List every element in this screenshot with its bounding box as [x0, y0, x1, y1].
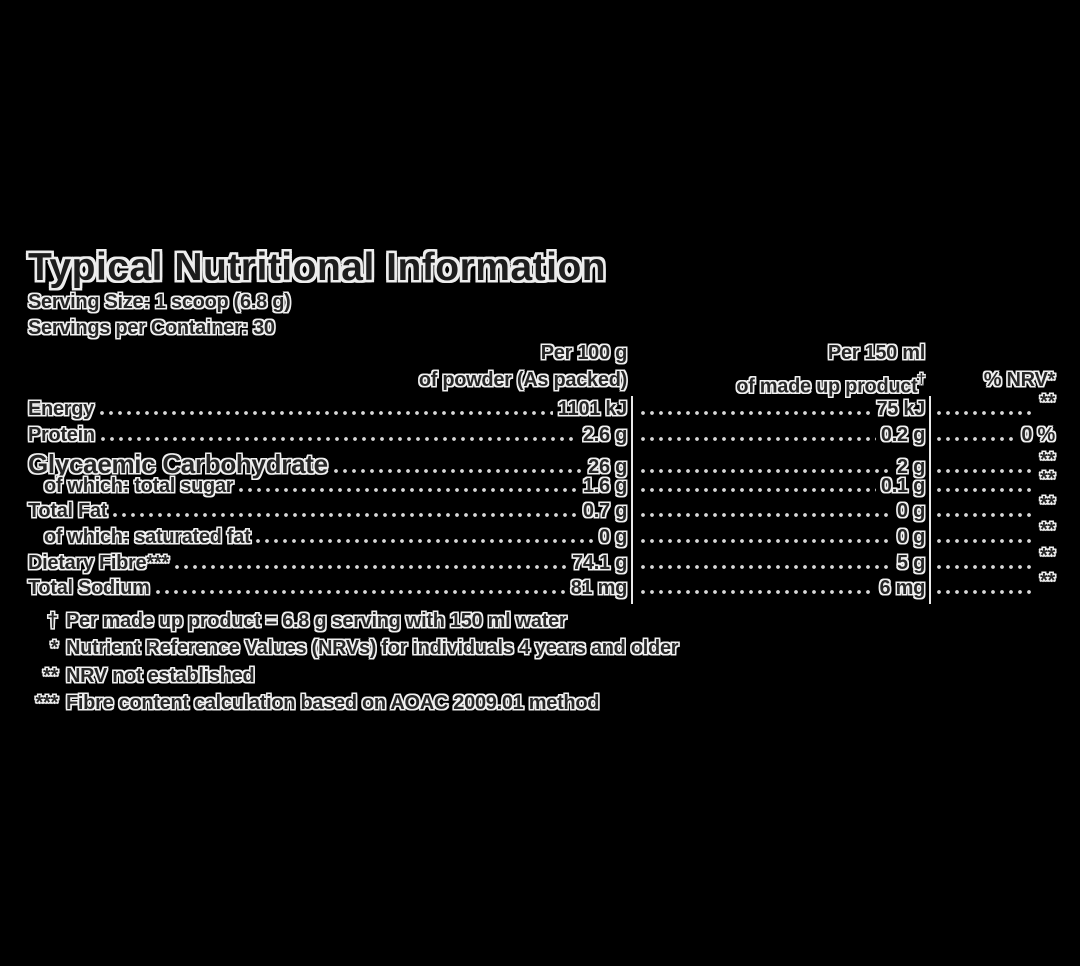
per100-value: 2.6 g: [582, 423, 627, 446]
table-row: of which: total sugar 1.6 g 0.1 g **: [28, 468, 1055, 501]
table-body: Energy 1101 kJ 75 kJ ** Protein 2.6 g 0.2 …: [28, 391, 1055, 603]
header-per-100g-line1: Per 100 g: [540, 342, 628, 364]
per150-value: 5 g: [897, 551, 925, 574]
table-row: Protein 2.6 g 0.2 g 0 %: [28, 424, 1055, 450]
nrv-value: **: [1040, 518, 1055, 541]
table-row: of which: saturated fat 0 g 0 g **: [28, 519, 1055, 552]
dot-leader: [937, 469, 1036, 474]
footnote: ** NRV not established: [24, 663, 678, 690]
dot-leader: [641, 487, 876, 492]
nrv-value: **: [1040, 493, 1055, 516]
dot-leader: [333, 469, 584, 474]
nutrient-label: Energy: [28, 398, 95, 420]
dot-leader: [113, 513, 578, 518]
per150-value: 0.2 g: [880, 423, 925, 446]
per150-value: 75 kJ: [876, 398, 925, 420]
per100-value: 74.1 g: [572, 551, 627, 574]
dot-leader: [155, 590, 566, 595]
per100-value: 1.6 g: [582, 474, 627, 497]
serving-size: Serving Size: 1 scoop (6.8 g): [28, 291, 291, 313]
per100-value: 81 mg: [570, 577, 628, 600]
dot-leader: [641, 411, 872, 415]
dot-leader: [641, 538, 892, 543]
per100-value: 26 g: [588, 456, 627, 479]
nutrient-label: Total Fat: [28, 500, 108, 523]
header-per-150ml-line2: of made up product†: [736, 370, 926, 398]
dot-leader: [641, 564, 892, 569]
per150-value: 6 mg: [879, 577, 926, 600]
header-per-150ml: Per 150 ml of made up product†: [627, 340, 925, 401]
header-nrv: % NRV*: [925, 340, 1056, 401]
footnote-marker: *: [50, 637, 59, 660]
footnotes: † Per made up product = 6.8 g serving wi…: [24, 608, 679, 718]
nutrient-label: Dietary Fibre***: [28, 551, 169, 574]
footnote-marker: **: [43, 664, 58, 687]
nrv-value: **: [1040, 467, 1055, 490]
table-row: Total Fat 0.7 g 0 g **: [28, 493, 1055, 526]
per150-value: 2 g: [897, 456, 925, 479]
table-row: Energy 1101 kJ 75 kJ **: [28, 391, 1055, 424]
table-header: Per 100 g of powder (As packed) Per 150 …: [28, 340, 1055, 401]
nrv-value: **: [1040, 391, 1055, 413]
footnote: † Per made up product = 6.8 g serving wi…: [24, 608, 678, 635]
servings-per-container: Servings per Container: 30: [28, 317, 275, 339]
page-title: Typical Nutritional Information: [28, 246, 607, 289]
footnote: *** Fibre content calculation based on A…: [24, 690, 678, 717]
nrv-value: **: [1040, 449, 1055, 472]
dot-leader: [256, 538, 594, 543]
table-row: Glycaemic Carbohydrate 26 g 2 g **: [28, 449, 1055, 479]
dagger-superscript: †: [917, 370, 926, 386]
dot-leader: [937, 487, 1036, 492]
nrv-value: 0 %: [1021, 423, 1055, 446]
dot-leader: [174, 564, 568, 569]
dot-leader: [937, 538, 1036, 543]
nrv-value: **: [1040, 570, 1055, 593]
dot-leader: [641, 469, 892, 474]
table-row: Total Sodium 81 mg 6 mg **: [28, 570, 1055, 603]
footnote-marker: ***: [35, 692, 59, 715]
serving-info: Serving Size: 1 scoop (6.8 g) Servings p…: [28, 289, 291, 341]
dot-leader: [937, 590, 1036, 595]
footnote-text: Per made up product = 6.8 g serving with…: [66, 610, 567, 632]
footnote-marker: †: [47, 610, 58, 632]
per150-value: 0 g: [897, 500, 925, 523]
nutrient-label: Glycaemic Carbohydrate: [28, 449, 328, 480]
footnote-text: Fibre content calculation based on AOAC …: [66, 692, 600, 715]
nutrient-label: of which: saturated fat: [44, 525, 251, 548]
dot-leader: [641, 590, 875, 595]
dot-leader: [937, 436, 1017, 441]
footnote: * Nutrient Reference Values (NRVs) for i…: [24, 635, 679, 662]
header-per-100g-line2: of powder (As packed): [418, 369, 627, 391]
nutrient-label: Total Sodium: [28, 577, 150, 600]
nrv-value: **: [1040, 544, 1055, 567]
column-divider: [929, 396, 931, 604]
per150-value: 0 g: [897, 525, 925, 548]
dot-leader: [641, 436, 876, 441]
per100-value: 1101 kJ: [557, 398, 627, 420]
dot-leader: [641, 513, 892, 518]
dot-leader: [239, 487, 578, 492]
footnote-text: Nutrient Reference Values (NRVs) for ind…: [66, 637, 679, 660]
header-per-150ml-line1: Per 150 ml: [827, 342, 925, 364]
header-nrv-label: % NRV*: [983, 369, 1056, 391]
per100-value: 0 g: [599, 525, 627, 548]
header-per-100g: Per 100 g of powder (As packed): [28, 340, 627, 401]
column-divider: [631, 396, 633, 604]
dot-leader: [937, 411, 1036, 415]
footnote-text: NRV not established: [66, 664, 255, 687]
dot-leader: [937, 513, 1036, 518]
per100-value: 0.7 g: [582, 500, 627, 523]
nutrient-label: Protein: [28, 423, 95, 446]
table-row: Dietary Fibre*** 74.1 g 5 g **: [28, 545, 1055, 578]
dot-leader: [100, 436, 578, 441]
dot-leader: [100, 411, 553, 415]
per150-value: 0.1 g: [880, 474, 925, 497]
dot-leader: [937, 564, 1036, 569]
nutrient-label: of which: total sugar: [44, 474, 234, 497]
